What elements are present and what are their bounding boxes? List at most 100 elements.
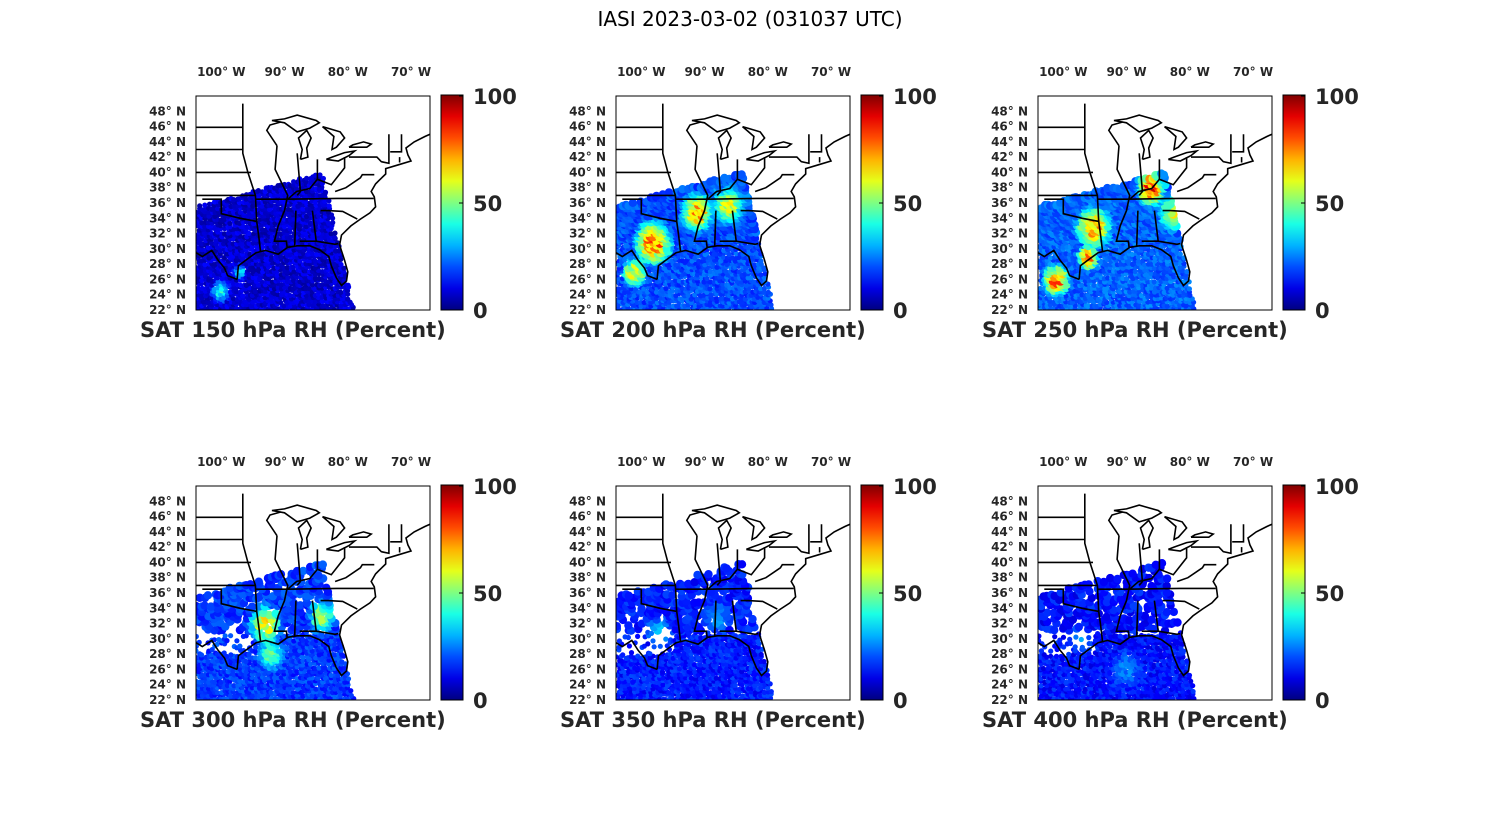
rh-point bbox=[1177, 251, 1183, 257]
map-svg: 100° W 90° W 80° W 70° W48° N46° N44° N42° … bbox=[991, 65, 1359, 323]
rh-point bbox=[1098, 258, 1104, 264]
rh-point bbox=[1056, 261, 1062, 267]
panel-250hpa: 100° W 90° W 80° W 70° W 48° N 46° N 44° N 42° … bbox=[982, 55, 1382, 355]
lat-tick-label: 48° N bbox=[149, 104, 186, 118]
rh-point bbox=[199, 220, 205, 226]
lon-tick-label: 80° W bbox=[748, 65, 788, 79]
rh-point bbox=[284, 265, 290, 271]
rh-point bbox=[761, 265, 767, 271]
rh-point bbox=[721, 248, 727, 254]
rh-point bbox=[672, 278, 679, 284]
rh-point bbox=[1038, 299, 1044, 305]
lat-tick-label: 28° N bbox=[569, 257, 606, 271]
rh-point bbox=[749, 303, 755, 309]
lat-tick-label: 48° N bbox=[569, 104, 606, 118]
rh-point bbox=[337, 692, 344, 699]
lat-tick-label: 38° N bbox=[569, 181, 606, 195]
rh-point bbox=[1158, 278, 1164, 285]
rh-observations bbox=[1038, 169, 1197, 310]
colorbar-tick-label: 0 bbox=[473, 299, 488, 323]
rh-point bbox=[332, 296, 338, 302]
rh-point bbox=[325, 289, 331, 295]
colorbar-tick-label: 100 bbox=[1315, 85, 1359, 109]
rh-point bbox=[628, 198, 637, 207]
rh-point bbox=[1047, 255, 1054, 261]
rh-point bbox=[729, 255, 735, 261]
rh-point bbox=[291, 278, 297, 284]
rh-point bbox=[345, 296, 351, 302]
lon-tick-label: 100° W bbox=[617, 65, 665, 79]
rh-point bbox=[616, 286, 621, 292]
rh-point bbox=[281, 224, 287, 230]
lat-tick-label: 36° N bbox=[149, 196, 186, 210]
rh-point bbox=[319, 282, 325, 288]
rh-point bbox=[300, 206, 306, 212]
rh-point bbox=[209, 240, 215, 246]
rh-observations bbox=[196, 560, 357, 700]
rh-point bbox=[751, 279, 757, 285]
rh-point bbox=[297, 258, 303, 264]
rh-point bbox=[768, 302, 774, 308]
lat-tick-label: 26° N bbox=[569, 272, 606, 286]
lat-tick-label: 22° N bbox=[149, 303, 186, 317]
lat-tick-label: 44° N bbox=[991, 135, 1028, 149]
lat-tick-label: 44° N bbox=[149, 135, 186, 149]
rh-point bbox=[309, 302, 316, 308]
lat-tick-label: 32° N bbox=[991, 227, 1028, 241]
rh-point bbox=[637, 299, 644, 306]
rh-point bbox=[726, 251, 732, 257]
rh-point bbox=[1094, 265, 1101, 271]
rh-point bbox=[1177, 264, 1183, 270]
rh-point bbox=[751, 262, 757, 268]
rh-point bbox=[1082, 278, 1088, 284]
rh-point bbox=[748, 275, 754, 281]
rh-point bbox=[1082, 285, 1088, 291]
rh-point bbox=[653, 289, 660, 295]
rh-point bbox=[215, 206, 221, 212]
lat-tick-label: 22° N bbox=[569, 303, 606, 317]
rh-point bbox=[732, 289, 739, 295]
rh-point bbox=[202, 262, 208, 268]
rh-point bbox=[717, 268, 723, 274]
rh-point bbox=[726, 300, 732, 306]
lat-tick-label: 32° N bbox=[149, 227, 186, 241]
rh-point bbox=[1085, 292, 1091, 298]
rh-point bbox=[331, 307, 337, 310]
rh-point bbox=[1079, 282, 1085, 288]
rh-point bbox=[328, 231, 334, 237]
rh-point bbox=[1091, 282, 1097, 288]
rh-point bbox=[259, 203, 265, 209]
rh-point bbox=[1105, 275, 1111, 281]
rh-point bbox=[199, 285, 205, 291]
rh-point bbox=[303, 193, 309, 199]
rh-point bbox=[265, 217, 271, 223]
rh-point bbox=[692, 292, 698, 298]
rh-point bbox=[764, 305, 770, 310]
rh-point bbox=[211, 286, 217, 292]
rh-point bbox=[341, 265, 347, 271]
lon-tick-label: 70° W bbox=[811, 65, 851, 79]
rh-point bbox=[664, 188, 674, 197]
lat-tick-label: 38° N bbox=[991, 181, 1028, 195]
lon-tick-label: 70° W bbox=[1233, 65, 1273, 79]
lat-tick-label: 48° N bbox=[991, 104, 1028, 118]
lat-tick-label: 36° N bbox=[991, 196, 1028, 210]
lon-tick-label: 90° W bbox=[1106, 65, 1146, 79]
rh-point bbox=[196, 285, 201, 291]
lat-tick-label: 24° N bbox=[991, 288, 1028, 302]
rh-point bbox=[1186, 286, 1192, 292]
rh-point bbox=[663, 285, 669, 291]
rh-point bbox=[221, 231, 227, 237]
rh-point bbox=[205, 210, 211, 216]
rh-point bbox=[255, 188, 261, 194]
rh-point bbox=[345, 282, 351, 288]
rh-point bbox=[319, 217, 325, 223]
rh-point bbox=[761, 285, 768, 291]
lat-tick-label: 46° N bbox=[991, 120, 1028, 134]
rh-point bbox=[309, 693, 315, 699]
rh-point bbox=[250, 692, 256, 699]
rh-point bbox=[274, 272, 280, 278]
panel-caption: SAT 150 hPa RH (Percent) bbox=[140, 318, 446, 342]
rh-point bbox=[707, 268, 713, 274]
lon-tick-label: 80° W bbox=[328, 65, 368, 79]
